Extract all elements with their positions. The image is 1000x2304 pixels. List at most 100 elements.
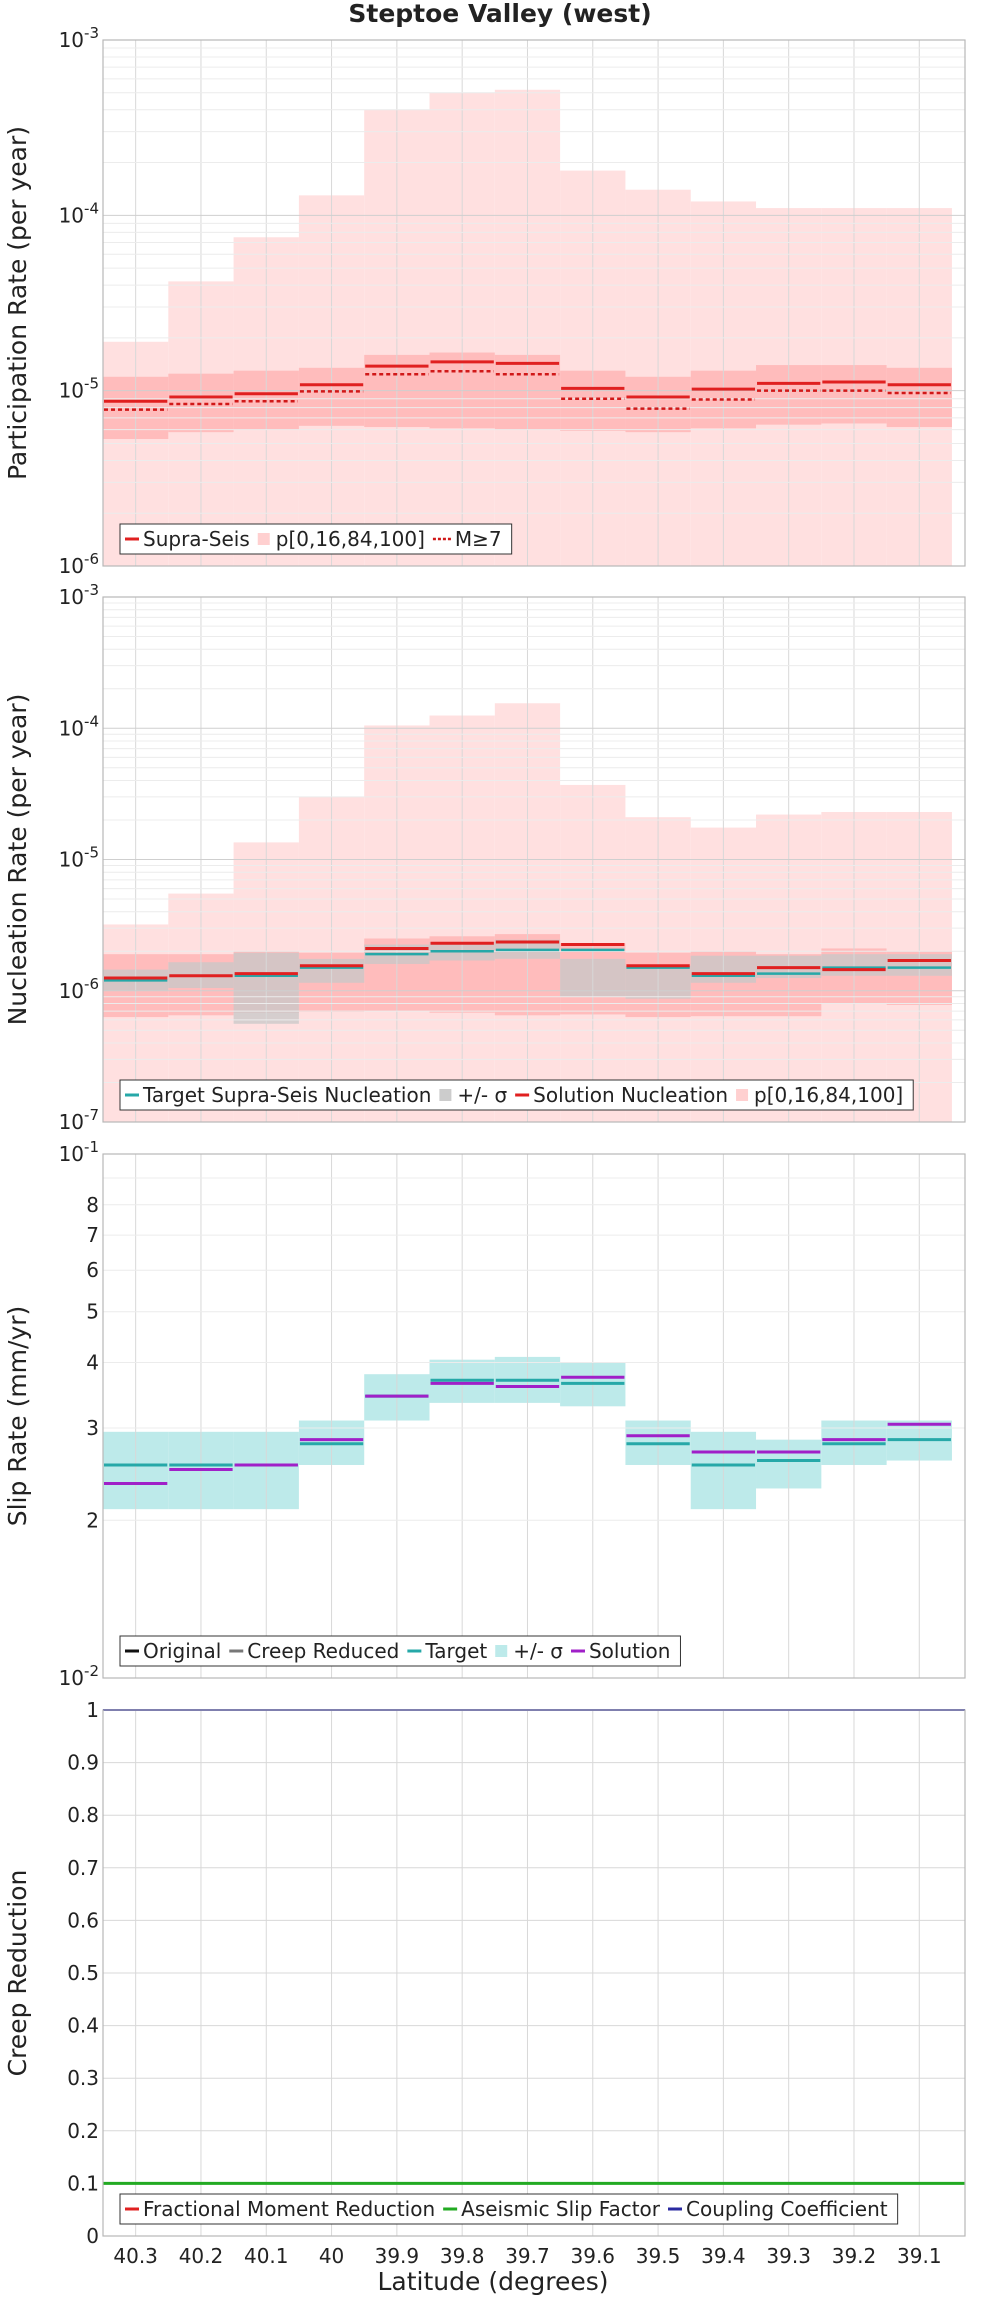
legend-item: p[0,16,84,100] bbox=[736, 1083, 903, 1107]
y-tick-label: 1 bbox=[86, 1698, 99, 1722]
y-tick-label: 0.4 bbox=[67, 2014, 99, 2038]
y-tick-label: 10-6 bbox=[59, 975, 99, 1003]
y-tick-label: 0.8 bbox=[67, 1803, 99, 1827]
legend-items: Original Creep Reduced Target +/- σ Solution bbox=[125, 1639, 670, 1663]
legend-item: Aseismic Slip Factor bbox=[443, 2197, 661, 2221]
legend-item: Solution bbox=[570, 1639, 670, 1663]
y-tick-label: 10-4 bbox=[59, 712, 99, 740]
legend-item: Fractional Moment Reduction bbox=[125, 2197, 435, 2221]
x-tick-label: 39.9 bbox=[375, 2244, 420, 2268]
x-tick-label: 39.2 bbox=[832, 2244, 877, 2268]
y-tick-label: 0.2 bbox=[67, 2119, 99, 2143]
grid bbox=[103, 40, 965, 566]
plot-area bbox=[103, 1154, 965, 1678]
legend-item: Solution Nucleation bbox=[515, 1083, 728, 1107]
panel-2: 10-7 10-6 10-5 10-4 10-3 Nucleation Rate (per… bbox=[3, 581, 966, 1134]
legend-swatch bbox=[257, 533, 270, 545]
x-axis-label: Latitude (degrees) bbox=[378, 2267, 609, 2296]
plot-frame bbox=[102, 1709, 966, 2237]
x-tick-label: 40.1 bbox=[244, 2244, 289, 2268]
y-tick-label: 4 bbox=[86, 1351, 99, 1375]
y-tick-label: 10-4 bbox=[59, 199, 99, 227]
legend-items: Supra-Seis p[0,16,84,100] M≥7 bbox=[125, 527, 502, 551]
y-tick-label: 8 bbox=[86, 1193, 99, 1217]
legend: Target Supra-Seis Nucleation +/- σ Solutio… bbox=[119, 1079, 914, 1111]
legend-swatch bbox=[439, 1089, 452, 1101]
legend-item: Creep Reduced bbox=[229, 1639, 399, 1663]
series-supra-seis bbox=[104, 360, 951, 403]
y-tick-label: 0.9 bbox=[67, 1751, 99, 1775]
y-tick-label: 10-6 bbox=[59, 550, 99, 578]
y-axis-label: Slip Rate (mm/yr) bbox=[3, 1306, 32, 1527]
legend-items: Target Supra-Seis Nucleation +/- σ Solutio… bbox=[125, 1083, 903, 1107]
legend-item: M≥7 bbox=[432, 527, 502, 551]
series-solution bbox=[104, 1375, 951, 1486]
legend-label: p[0,16,84,100] bbox=[276, 527, 425, 551]
x-tick-label: 39.3 bbox=[766, 2244, 811, 2268]
legend-item: +/- σ bbox=[439, 1083, 507, 1107]
legend-label: Solution bbox=[589, 1639, 670, 1663]
x-tick-label: 39.8 bbox=[440, 2244, 485, 2268]
y-tick-label: 0.3 bbox=[67, 2066, 99, 2090]
series-solution-nucleation bbox=[104, 940, 951, 980]
legend-label: Creep Reduced bbox=[247, 1639, 399, 1663]
y-tick-label: 10-5 bbox=[59, 375, 99, 403]
panel-4: 0 0.1 0.2 0.3 0.4 0.5 0.6 0.7 0.8 0.9 1 Creep Reduc… bbox=[3, 1698, 966, 2268]
chart-title: Steptoe Valley (west) bbox=[348, 0, 651, 28]
grid bbox=[103, 597, 965, 1122]
y-tick-label: 10-2 bbox=[59, 1662, 99, 1690]
y-tick-label: 0 bbox=[86, 2224, 99, 2248]
y-tick-label: 7 bbox=[86, 1223, 99, 1247]
panel-3: 10-2 2 3 4 5 6 7 8 10-1 Slip Rate (mm/yr) Original… bbox=[3, 1138, 966, 1690]
legend-item: Original bbox=[125, 1639, 221, 1663]
legend-label: Aseismic Slip Factor bbox=[461, 2197, 661, 2221]
legend-label: +/- σ bbox=[457, 1083, 507, 1107]
y-tick-label: 2 bbox=[86, 1508, 99, 1532]
plot-frame bbox=[102, 39, 966, 567]
y-tick-label: 3 bbox=[86, 1416, 99, 1440]
y-tick-label: 0.6 bbox=[67, 1908, 99, 1932]
legend-item: Target bbox=[407, 1639, 487, 1663]
legend: Supra-Seis p[0,16,84,100] M≥7 bbox=[119, 523, 513, 555]
x-tick-label: 39.6 bbox=[571, 2244, 616, 2268]
y-tick-label: 10-3 bbox=[59, 24, 99, 52]
y-axis-label: Creep Reduction bbox=[3, 1870, 32, 2077]
plot-frame bbox=[102, 596, 966, 1123]
legend-item: Target Supra-Seis Nucleation bbox=[125, 1083, 431, 1107]
legend-label: Supra-Seis bbox=[143, 527, 250, 551]
legend-box bbox=[119, 1635, 681, 1667]
x-tick-label: 39.1 bbox=[897, 2244, 942, 2268]
legend-swatch bbox=[736, 1089, 749, 1101]
x-tick-label: 39.5 bbox=[636, 2244, 681, 2268]
legend-label: Coupling Coefficient bbox=[686, 2197, 888, 2221]
y-tick-label: 0.1 bbox=[67, 2171, 99, 2195]
legend-label: Fractional Moment Reduction bbox=[143, 2197, 435, 2221]
plot-frame bbox=[102, 1153, 966, 1679]
legend-label: Original bbox=[143, 1639, 221, 1663]
legend-item: p[0,16,84,100] bbox=[257, 527, 425, 551]
y-tick-label: 10-7 bbox=[59, 1106, 99, 1134]
x-tick-label: 39.4 bbox=[701, 2244, 746, 2268]
x-tick-label: 40.2 bbox=[179, 2244, 224, 2268]
y-tick-label: 10-1 bbox=[59, 1138, 99, 1166]
y-tick-label: 6 bbox=[86, 1258, 99, 1282]
panel-1: 10-6 10-5 10-4 10-3 Participation Rate (per … bbox=[3, 24, 966, 578]
legend-item: Supra-Seis bbox=[125, 527, 250, 551]
y-tick-label: 10-5 bbox=[59, 844, 99, 872]
series-m-7 bbox=[104, 370, 951, 411]
y-tick-label: 10-3 bbox=[59, 581, 99, 609]
legend-box bbox=[119, 523, 513, 555]
legend-label: p[0,16,84,100] bbox=[754, 1083, 903, 1107]
legend-item: +/- σ bbox=[495, 1639, 563, 1663]
legend-label: Target Supra-Seis Nucleation bbox=[142, 1083, 431, 1107]
legend-label: Target bbox=[424, 1639, 487, 1663]
y-tick-label: 0.7 bbox=[67, 1856, 99, 1880]
x-tick-label: 40.3 bbox=[113, 2244, 158, 2268]
y-axis-label: Nucleation Rate (per year) bbox=[3, 694, 32, 1026]
legend-box bbox=[119, 2193, 899, 2225]
legend-label: Solution Nucleation bbox=[533, 1083, 728, 1107]
y-tick-label: 5 bbox=[86, 1300, 99, 1324]
legend-swatch bbox=[495, 1645, 508, 1657]
grid bbox=[103, 1154, 965, 1678]
